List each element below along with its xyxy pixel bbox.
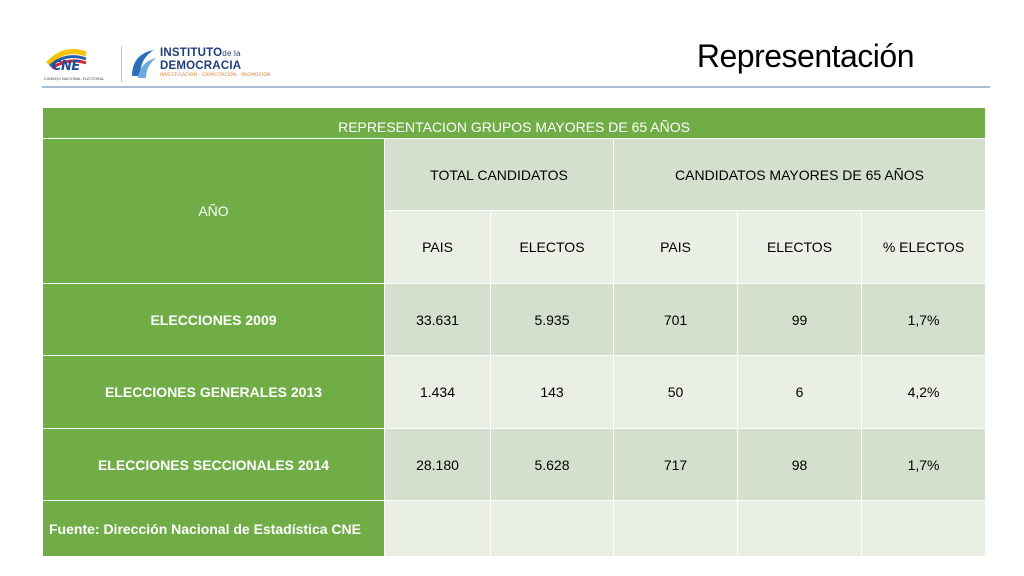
table-banner-row: REPRESENTACION GRUPOS MAYORES DE 65 AÑOS bbox=[41, 107, 987, 139]
table-cell: 717 bbox=[613, 428, 738, 501]
table-cell: 98 bbox=[737, 428, 862, 501]
empty-cell bbox=[384, 500, 491, 557]
instituto-democracia-logo: INSTITUTOde la DEMOCRACIA INVESTIGACIÓN … bbox=[128, 44, 270, 84]
table-cell: 701 bbox=[613, 283, 738, 356]
sub-header-pct-electos: % ELECTOS bbox=[860, 210, 987, 284]
table-cell: 1.434 bbox=[384, 355, 491, 429]
empty-cell bbox=[860, 500, 987, 557]
source-note: Fuente: Dirección Nacional de Estadístic… bbox=[42, 500, 385, 557]
table-cell: 1,7% bbox=[860, 283, 987, 356]
representation-table: REPRESENTACION GRUPOS MAYORES DE 65 AÑOS… bbox=[41, 107, 987, 557]
table-cell: 5.628 bbox=[490, 428, 614, 501]
table-row: ELECCIONES GENERALES 2013 1.434 143 50 6… bbox=[42, 355, 987, 429]
title-underline bbox=[42, 86, 990, 88]
over65-candidates-header: CANDIDATOS MAYORES DE 65 AÑOS bbox=[612, 138, 987, 211]
empty-cell bbox=[737, 500, 862, 557]
sub-header-pais-total: PAIS bbox=[384, 210, 491, 284]
table-cell: 28.180 bbox=[384, 428, 491, 501]
cne-logo-emblem bbox=[46, 49, 87, 70]
sub-header-electos-total: ELECTOS bbox=[490, 210, 614, 284]
instituto-tagline: INVESTIGACIÓN · CAPACITACIÓN · PROMOCIÓN bbox=[160, 73, 271, 78]
table-cell: 6 bbox=[737, 355, 862, 429]
table-cell: 4,2% bbox=[860, 355, 987, 429]
table-header-row-1: AÑO TOTAL CANDIDATOS CANDIDATOS MAYORES … bbox=[42, 138, 987, 284]
year-column-header: AÑO bbox=[42, 138, 385, 284]
empty-cell bbox=[613, 500, 738, 557]
slide-title: Representación bbox=[696, 38, 915, 74]
table-cell: 5.935 bbox=[490, 283, 614, 356]
table-footer-row: Fuente: Dirección Nacional de Estadístic… bbox=[42, 500, 987, 557]
empty-cell bbox=[490, 500, 614, 557]
row-label: ELECCIONES 2009 bbox=[42, 283, 385, 356]
table-row: ELECCIONES 2009 33.631 5.935 701 99 1,7% bbox=[42, 283, 987, 356]
instituto-emblem-icon bbox=[132, 50, 156, 78]
instituto-line2: DEMOCRACIA bbox=[160, 60, 242, 72]
table-cell: 143 bbox=[490, 355, 614, 429]
table-cell: 33.631 bbox=[384, 283, 491, 356]
instituto-de: de la bbox=[222, 49, 241, 58]
table-cell: 50 bbox=[613, 355, 738, 429]
cne-logo-text: CNE bbox=[52, 59, 80, 74]
sub-header-pais-over65: PAIS bbox=[613, 210, 738, 284]
table-cell: 1,7% bbox=[860, 428, 987, 501]
logo-separator bbox=[121, 46, 122, 82]
table-row: ELECCIONES SECCIONALES 2014 28.180 5.628… bbox=[42, 428, 987, 501]
table-header-row-2: PAIS ELECTOS PAIS ELECTOS % ELECTOS bbox=[43, 210, 987, 284]
table-cell: 99 bbox=[737, 283, 862, 356]
sub-header-electos-over65: ELECTOS bbox=[737, 210, 862, 284]
total-candidates-header: TOTAL CANDIDATOS bbox=[384, 138, 614, 211]
cne-logo-subtext: CONSEJO NACIONAL ELECTORAL bbox=[44, 77, 105, 81]
cne-logo: CNE CONSEJO NACIONAL ELECTORAL bbox=[42, 44, 114, 84]
table-banner: REPRESENTACION GRUPOS MAYORES DE 65 AÑOS bbox=[41, 107, 987, 139]
instituto-logo-title: INSTITUTOde la DEMOCRACIA bbox=[160, 47, 241, 72]
instituto-line1: INSTITUTO bbox=[160, 47, 223, 59]
row-label: ELECCIONES SECCIONALES 2014 bbox=[42, 428, 385, 501]
row-label: ELECCIONES GENERALES 2013 bbox=[42, 355, 385, 429]
